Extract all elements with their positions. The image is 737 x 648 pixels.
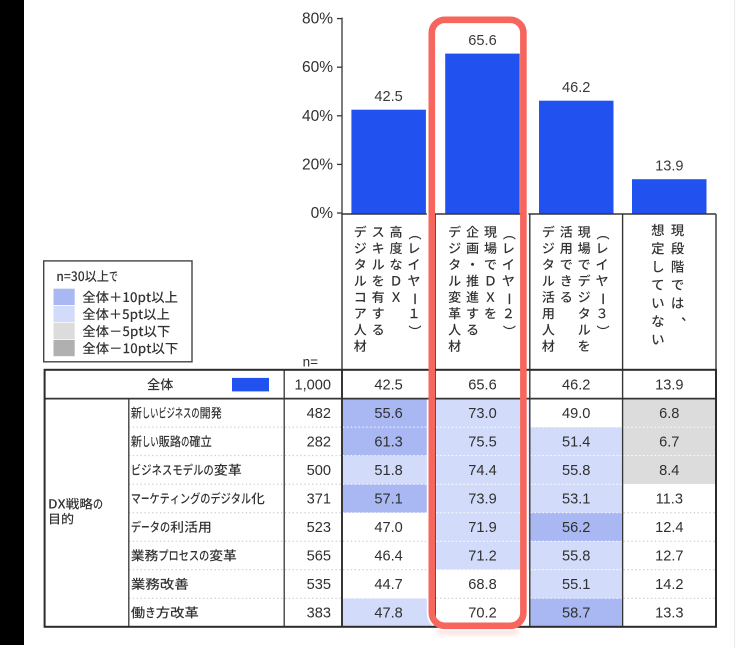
svg-text:13.9: 13.9 xyxy=(655,159,683,175)
svg-text:6.8: 6.8 xyxy=(659,406,679,422)
svg-text:n=: n= xyxy=(303,355,319,370)
svg-text:47.8: 47.8 xyxy=(374,606,402,622)
svg-text:70.2: 70.2 xyxy=(468,606,496,622)
svg-text:53.1: 53.1 xyxy=(562,492,590,508)
svg-text:46.4: 46.4 xyxy=(374,549,402,565)
svg-text:61.3: 61.3 xyxy=(374,435,402,451)
svg-text:0%: 0% xyxy=(311,205,334,222)
svg-text:58.7: 58.7 xyxy=(562,606,590,622)
svg-text:1,000: 1,000 xyxy=(294,377,331,393)
svg-text:8.4: 8.4 xyxy=(659,463,679,479)
svg-text:49.0: 49.0 xyxy=(562,406,590,422)
svg-text:40%: 40% xyxy=(302,108,333,125)
svg-text:523: 523 xyxy=(307,520,331,536)
svg-text:13.9: 13.9 xyxy=(655,377,683,393)
svg-text:6.7: 6.7 xyxy=(659,435,679,451)
svg-text:383: 383 xyxy=(307,606,331,622)
svg-text:55.8: 55.8 xyxy=(562,463,590,479)
svg-text:60%: 60% xyxy=(302,59,333,76)
svg-text:46.2: 46.2 xyxy=(562,377,590,393)
svg-text:46.2: 46.2 xyxy=(562,80,590,96)
svg-text:55.8: 55.8 xyxy=(562,549,590,565)
svg-text:55.1: 55.1 xyxy=(562,577,590,593)
svg-text:12.7: 12.7 xyxy=(655,549,683,565)
svg-text:14.2: 14.2 xyxy=(655,577,683,593)
svg-text:74.4: 74.4 xyxy=(468,463,496,479)
svg-text:500: 500 xyxy=(307,463,331,479)
svg-text:73.9: 73.9 xyxy=(468,492,496,508)
svg-text:42.5: 42.5 xyxy=(374,89,402,105)
svg-text:282: 282 xyxy=(307,435,331,451)
svg-text:20%: 20% xyxy=(302,156,333,173)
svg-text:65.6: 65.6 xyxy=(468,377,496,393)
svg-text:73.0: 73.0 xyxy=(468,406,496,422)
svg-text:42.5: 42.5 xyxy=(374,377,402,393)
svg-text:57.1: 57.1 xyxy=(374,492,402,508)
svg-text:68.8: 68.8 xyxy=(468,577,496,593)
svg-text:12.4: 12.4 xyxy=(655,520,683,536)
svg-text:75.5: 75.5 xyxy=(468,435,496,451)
svg-text:47.0: 47.0 xyxy=(374,520,402,536)
svg-text:51.4: 51.4 xyxy=(562,435,590,451)
svg-text:71.9: 71.9 xyxy=(468,520,496,536)
svg-text:371: 371 xyxy=(307,492,331,508)
svg-text:565: 565 xyxy=(307,549,331,565)
svg-text:56.2: 56.2 xyxy=(562,520,590,536)
svg-text:71.2: 71.2 xyxy=(468,549,496,565)
svg-text:13.3: 13.3 xyxy=(655,606,683,622)
svg-text:11.3: 11.3 xyxy=(656,492,683,508)
svg-text:44.7: 44.7 xyxy=(374,577,402,593)
svg-text:482: 482 xyxy=(307,406,331,422)
svg-text:55.6: 55.6 xyxy=(374,406,402,422)
svg-text:65.6: 65.6 xyxy=(468,33,496,49)
svg-text:535: 535 xyxy=(307,577,331,593)
svg-text:51.8: 51.8 xyxy=(374,463,402,479)
svg-text:80%: 80% xyxy=(302,11,333,28)
